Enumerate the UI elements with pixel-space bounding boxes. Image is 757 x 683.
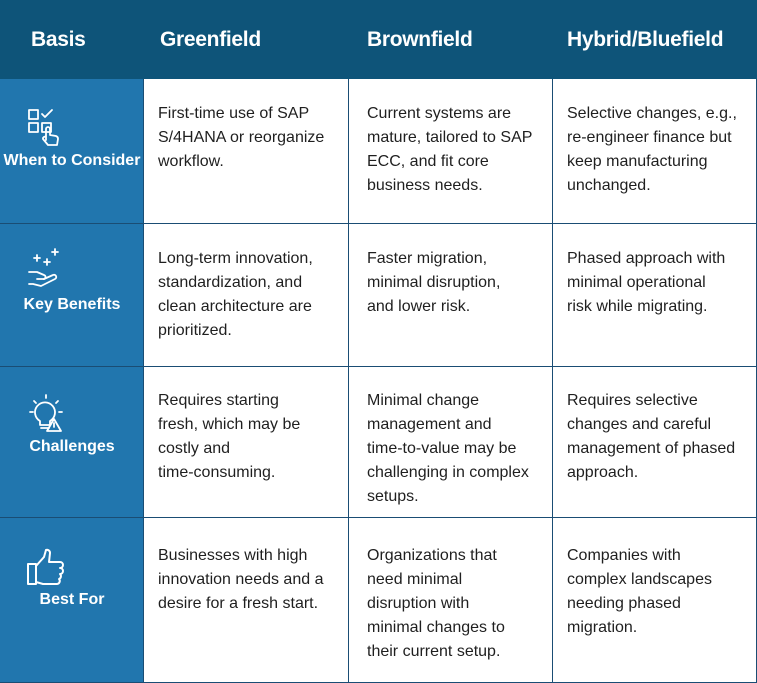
row-divider <box>0 366 757 367</box>
cell-benefits-hybrid: Phased approach with minimal operational… <box>567 250 726 315</box>
row-head-key-benefits: Key Benefits <box>0 224 144 367</box>
row-divider <box>0 517 757 518</box>
row-divider <box>0 223 757 224</box>
cell-benefits-greenfield: Long-term innovation, standardization, a… <box>158 250 313 339</box>
thumbs-up-icon <box>26 548 66 588</box>
column-divider <box>552 79 553 683</box>
row-label-when-to-consider: When to Consider <box>3 152 141 169</box>
cell-benefits-brownfield: Faster migration, minimal disruption, an… <box>367 250 501 315</box>
header-greenfield: Greenfield <box>160 28 261 51</box>
row-head-when-to-consider: When to Consider <box>0 79 144 224</box>
row-label-challenges: Challenges <box>29 438 115 455</box>
header-hybrid: Hybrid/Bluefield <box>567 28 724 51</box>
row-head-challenges: Challenges <box>0 367 144 518</box>
cell-bestfor-hybrid: Companies with complex landscapes needin… <box>567 547 712 636</box>
cell-challenges-brownfield: Minimal change management and time-to-va… <box>367 392 529 505</box>
column-divider <box>348 79 349 683</box>
checklist-hand-icon <box>26 107 66 147</box>
row-label-key-benefits: Key Benefits <box>23 296 121 313</box>
header-brownfield: Brownfield <box>367 28 473 51</box>
cell-bestfor-greenfield: Businesses with high innovation needs an… <box>158 547 324 612</box>
row-label-best-for: Best For <box>39 591 105 608</box>
table-header: Basis Greenfield Brownfield Hybrid/Bluef… <box>0 0 757 79</box>
cell-bestfor-brownfield: Organizations that need minimal disrupti… <box>367 547 505 660</box>
header-basis: Basis <box>31 28 86 51</box>
cell-when-brownfield: Current systems are mature, tailored to … <box>367 105 533 194</box>
row-head-best-for: Best For <box>0 518 144 683</box>
lightbulb-warning-icon <box>26 393 66 433</box>
cell-challenges-greenfield: Requires starting fresh, which may be co… <box>158 392 301 481</box>
cell-when-hybrid: Selective changes, e.g., re-engineer fin… <box>567 105 737 194</box>
hand-plus-icon <box>26 248 66 288</box>
cell-when-greenfield: First-time use of SAP S/4HANA or reorgan… <box>158 105 325 170</box>
cell-challenges-hybrid: Requires selective changes and careful m… <box>567 392 736 481</box>
column-divider <box>143 79 144 683</box>
